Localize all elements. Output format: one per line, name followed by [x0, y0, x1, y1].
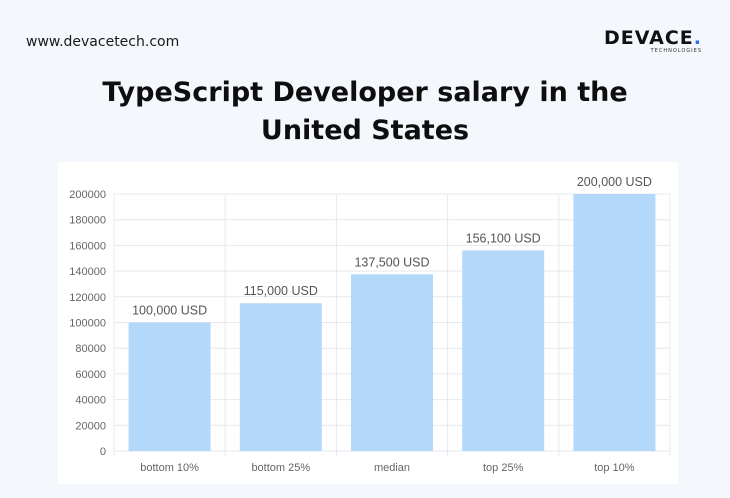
y-tick-label: 160000	[69, 240, 106, 252]
brand-dot: .	[693, 27, 702, 49]
bar-value-label: 115,000 USD	[244, 284, 318, 298]
x-tick-label: top 10%	[594, 462, 635, 474]
bar-value-label: 156,100 USD	[466, 231, 541, 245]
y-tick-label: 20000	[75, 420, 106, 432]
bar-value-label: 137,500 USD	[354, 255, 429, 269]
y-tick-label: 140000	[69, 266, 106, 278]
salary-bar-chart: 0 20000 40000 60000 80000 100000 120000 140000 1…	[69, 175, 671, 474]
brand-name: DEVACE.	[604, 28, 702, 48]
y-tick-label: 120000	[69, 292, 106, 304]
bar-value-label: 100,000 USD	[132, 304, 207, 318]
y-tick-label: 60000	[75, 369, 106, 381]
bar	[351, 274, 433, 451]
title-line-1: TypeScript Developer salary in the	[102, 77, 628, 108]
brand-name-text: DEVACE	[603, 27, 694, 49]
y-tick-label: 200000	[69, 189, 106, 201]
y-tick-label: 0	[100, 446, 106, 458]
bar	[573, 194, 656, 451]
chart-panel: 0 20000 40000 60000 80000 100000 120000 140000 1…	[58, 162, 678, 484]
y-tick-label: 100000	[69, 318, 106, 330]
x-tick-label: median	[374, 462, 410, 474]
x-tick-label: bottom 10%	[140, 462, 199, 474]
y-tick-label: 80000	[75, 343, 106, 355]
brand-subtitle: TECHNOLOGIES	[650, 48, 702, 54]
page-title: TypeScript Developer salary in the Unite…	[0, 74, 730, 150]
bar	[128, 322, 211, 451]
bar-value-label: 200,000 USD	[577, 175, 652, 189]
title-line-2: United States	[260, 115, 470, 146]
bar	[239, 303, 322, 451]
y-tick-label: 180000	[69, 215, 106, 227]
x-tick-label: bottom 25%	[251, 462, 310, 474]
website-url: www.devacetech.com	[26, 34, 180, 50]
y-tick-label: 40000	[75, 395, 106, 407]
x-tick-label: top 25%	[483, 462, 524, 474]
brand-logo: DEVACE. TECHNOLOGIES	[604, 28, 702, 54]
bar	[462, 250, 545, 451]
